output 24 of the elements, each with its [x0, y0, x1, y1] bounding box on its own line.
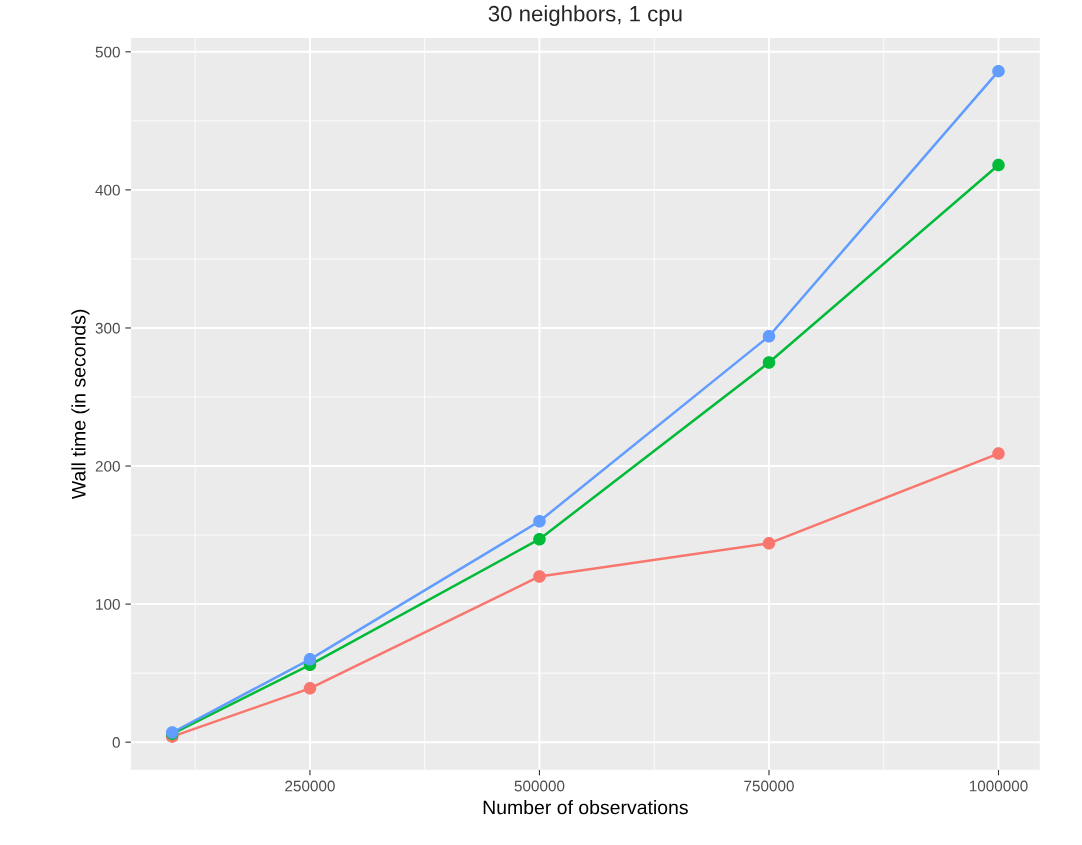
y-tick-label: 400	[95, 184, 120, 196]
point	[992, 158, 1005, 172]
point	[762, 356, 776, 369]
y-tick-label: 300	[95, 322, 120, 334]
x-tick-label: 250000	[285, 780, 335, 792]
point	[533, 532, 546, 546]
x-tick-label: 750000	[744, 780, 794, 792]
point	[533, 570, 546, 583]
point	[533, 515, 546, 528]
y-tick-label: 500	[95, 46, 120, 58]
point	[762, 330, 776, 343]
y-tick-label: 0	[112, 737, 120, 748]
point	[762, 537, 776, 550]
y-tick-label: 100	[96, 598, 120, 610]
point	[303, 653, 317, 666]
x-tick-label: 1000000	[969, 780, 1028, 792]
y-tick-label: 200	[95, 460, 120, 472]
point	[303, 682, 317, 695]
chart-title: 30 neighbors, 1 cpu	[488, 5, 682, 26]
x-tick-label: 500000	[514, 780, 565, 792]
point	[992, 64, 1005, 78]
y-axis-title: Wall time (in seconds)	[71, 309, 90, 500]
point	[992, 447, 1005, 460]
x-axis-title: Number of observations	[483, 800, 688, 815]
